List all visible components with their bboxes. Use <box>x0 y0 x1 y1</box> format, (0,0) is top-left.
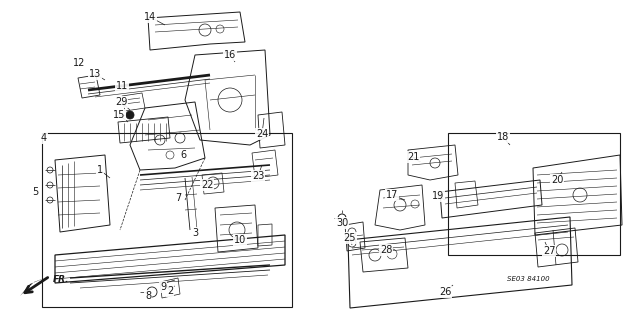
Text: 3: 3 <box>192 228 198 238</box>
Text: 21: 21 <box>407 152 419 162</box>
Text: 8: 8 <box>145 291 151 301</box>
Text: 14: 14 <box>144 12 156 22</box>
Polygon shape <box>20 276 50 296</box>
Text: 4: 4 <box>41 133 47 143</box>
Text: 16: 16 <box>224 50 236 60</box>
Text: 27: 27 <box>543 246 556 256</box>
Text: 2: 2 <box>167 286 173 296</box>
Text: 17: 17 <box>386 190 398 200</box>
Text: 9: 9 <box>160 282 166 292</box>
Text: 10: 10 <box>234 235 246 245</box>
Text: 5: 5 <box>32 187 38 197</box>
Text: 29: 29 <box>115 97 127 107</box>
Text: 30: 30 <box>336 218 348 228</box>
Text: 1: 1 <box>97 165 103 175</box>
Text: 19: 19 <box>432 191 444 201</box>
Text: 13: 13 <box>89 69 101 79</box>
Text: 23: 23 <box>252 171 264 181</box>
Text: 28: 28 <box>380 245 392 255</box>
Text: 24: 24 <box>256 129 268 139</box>
Text: FR.: FR. <box>53 276 70 285</box>
Text: 6: 6 <box>180 150 186 160</box>
Text: 15: 15 <box>113 110 125 120</box>
Text: 7: 7 <box>175 193 181 203</box>
Text: 11: 11 <box>116 81 128 91</box>
Text: 22: 22 <box>201 180 213 190</box>
Text: 12: 12 <box>73 58 85 68</box>
Circle shape <box>126 111 134 119</box>
Text: 25: 25 <box>344 233 356 243</box>
Text: 18: 18 <box>497 132 509 142</box>
Text: SE03 84100: SE03 84100 <box>507 276 550 282</box>
Text: 20: 20 <box>551 175 563 185</box>
Text: 26: 26 <box>439 287 451 297</box>
